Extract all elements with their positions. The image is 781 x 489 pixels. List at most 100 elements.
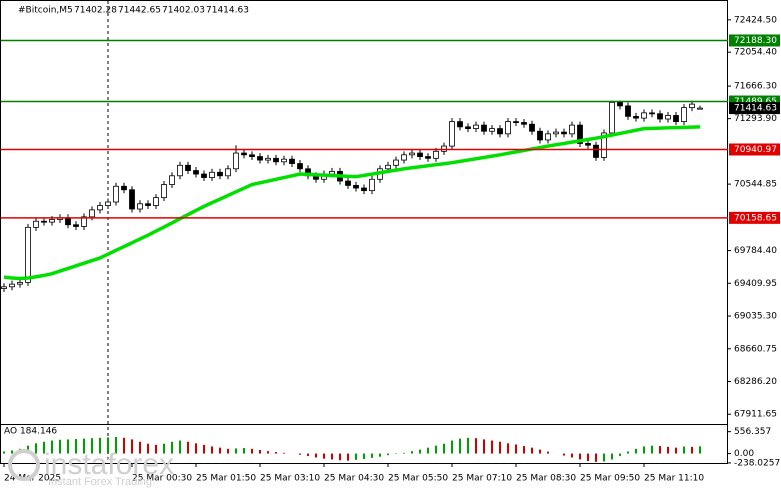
oscillator-tick-label: -238.0257 <box>734 458 780 468</box>
candle-body <box>449 121 455 147</box>
candle-body <box>585 143 591 146</box>
oscillator-tick-label: 556.357 <box>734 427 771 437</box>
y-tick-label: 70544.85 <box>734 180 777 190</box>
candle-body <box>129 189 135 210</box>
symbol: #Bitcoin,M5 <box>18 6 73 16</box>
candle-body <box>81 216 87 227</box>
candle-body <box>553 131 559 135</box>
header-value: 71442.65 <box>118 6 161 16</box>
candle-body <box>561 131 567 135</box>
candle-body <box>289 158 295 164</box>
candle-body <box>473 124 479 129</box>
candle-body <box>529 123 535 132</box>
candle-body <box>185 164 191 171</box>
candle-body <box>329 171 335 175</box>
candle-body <box>1 286 7 289</box>
candle-body <box>193 170 199 175</box>
candle-body <box>441 145 447 152</box>
tagline: Instant Forex Trading <box>48 476 152 488</box>
x-tick-label: 25 Mar 11:10 <box>644 474 704 484</box>
candle-body <box>513 121 519 124</box>
candle-body <box>9 283 15 288</box>
candle-body <box>401 154 407 161</box>
candle-body <box>73 224 79 227</box>
candle-body <box>345 180 351 186</box>
candle-body <box>217 171 223 177</box>
oscillator-label: AO 184.146 <box>4 427 57 437</box>
candle-body <box>97 205 103 211</box>
candle-body <box>697 107 703 110</box>
candle-body <box>593 144 599 158</box>
candle-body <box>249 154 255 157</box>
candle-body <box>689 103 695 109</box>
candle-body <box>281 158 287 163</box>
candle-body <box>625 105 631 117</box>
candle-body <box>233 152 239 170</box>
x-tick-label: 25 Mar 07:10 <box>452 474 512 484</box>
candle-body <box>521 122 527 125</box>
header-value: 71402.03 <box>162 6 205 16</box>
candle-body <box>297 163 303 170</box>
y-tick-label: 68286.20 <box>734 377 777 387</box>
candle-body <box>113 185 119 203</box>
candle-body <box>169 175 175 185</box>
y-tick-label: 69784.40 <box>734 246 777 256</box>
candle-body <box>49 219 55 223</box>
x-tick-label: 25 Mar 08:30 <box>516 474 576 484</box>
level-tag <box>729 143 780 156</box>
candle-body <box>409 152 415 156</box>
candle-body <box>505 121 511 135</box>
x-tick-label: 25 Mar 09:50 <box>580 474 640 484</box>
candle-body <box>225 168 231 177</box>
candle-body <box>201 173 207 178</box>
y-tick-label: 72424.50 <box>734 15 777 25</box>
candle-body <box>161 184 167 199</box>
candle-body <box>41 220 47 223</box>
candle-body <box>433 150 439 159</box>
candle-body <box>153 197 159 206</box>
candle-body <box>673 115 679 123</box>
x-tick-label: 25 Mar 04:30 <box>324 474 384 484</box>
candle-body <box>89 209 95 218</box>
price-tag <box>729 102 780 115</box>
candle-body <box>617 101 623 107</box>
candle-body <box>577 124 583 144</box>
candle-body <box>361 187 367 192</box>
level-label: 70940.97 <box>734 145 777 155</box>
candle-body <box>241 152 247 156</box>
candle-body <box>137 203 143 210</box>
candle-body <box>537 130 543 141</box>
candle-body <box>665 115 671 120</box>
moving-average <box>3 125 701 281</box>
x-tick-label: 25 Mar 03:10 <box>260 474 320 484</box>
level-label: 70158.65 <box>734 213 777 223</box>
candle-body <box>545 133 551 141</box>
y-tick-label: 68660.75 <box>734 344 777 354</box>
y-tick-label: 67911.65 <box>734 410 777 420</box>
candle-body <box>681 107 687 123</box>
candle-body <box>481 124 487 132</box>
candle-body <box>17 282 23 285</box>
y-tick-label: 72054.40 <box>734 48 777 58</box>
candle-body <box>33 220 39 228</box>
oscillator-tick-label: 0.00 <box>734 449 754 459</box>
candle-body <box>105 201 111 206</box>
logo <box>8 449 40 481</box>
level-tag <box>729 211 780 224</box>
candle-body <box>609 101 615 134</box>
main-pane <box>0 0 728 425</box>
candle-body <box>497 128 503 135</box>
candle-body <box>265 157 271 161</box>
candle-body <box>25 226 31 283</box>
candle-body <box>385 164 391 170</box>
y-tick-label: 69409.95 <box>734 279 777 289</box>
candle-body <box>177 164 183 177</box>
candle-body <box>641 112 647 119</box>
candle-body <box>425 156 431 159</box>
x-tick-label: 25 Mar 00:30 <box>132 474 192 484</box>
candle-body <box>489 128 495 132</box>
y-tick-label: 71666.30 <box>734 82 777 92</box>
candle-body <box>457 121 463 128</box>
candle-body <box>465 126 471 129</box>
